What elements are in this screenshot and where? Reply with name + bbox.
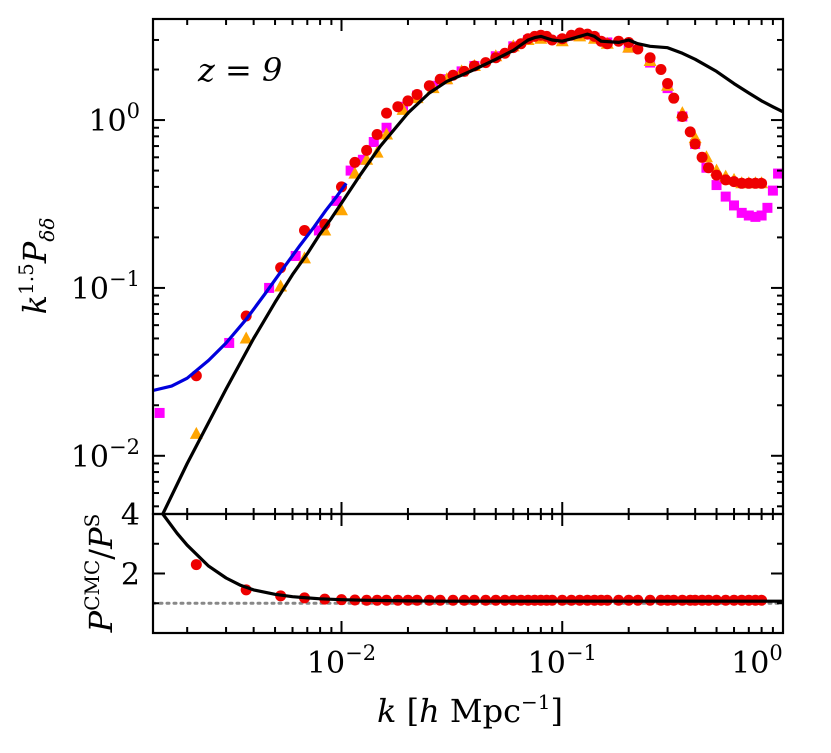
top-magenta-squares-point	[736, 207, 747, 218]
top-red-circles-point	[703, 162, 715, 174]
top-magenta-squares-point	[750, 211, 761, 222]
top-red-circles-point	[361, 144, 373, 156]
top-y-tick-label: 100	[88, 99, 140, 139]
bottom-series-layer	[153, 514, 783, 606]
x-tick-label: 10−1	[528, 641, 597, 681]
top-red-circles-point	[371, 129, 383, 141]
top-series-layer	[153, 27, 783, 514]
top-red-circles-point	[655, 64, 667, 76]
top-magenta-squares-point	[743, 210, 754, 221]
top-y-tick-label: 10−2	[71, 435, 140, 475]
bottom-red-circles-ratio-point	[190, 559, 202, 571]
top-red-circles-point	[668, 92, 680, 104]
top-magenta-squares-point	[711, 180, 722, 191]
top-orange-triangles-point	[189, 426, 203, 439]
bottom-y-tick-label: 4	[121, 498, 140, 533]
top-red-circles-point	[644, 52, 656, 64]
top-magenta-squares-point	[720, 191, 731, 202]
top-axes-frame	[151, 17, 785, 516]
top-magenta-squares-point	[767, 185, 778, 196]
top-y-tick-label: 10−1	[71, 267, 140, 307]
bottom-black-ratio-curve	[161, 514, 783, 603]
top-red-circles-point	[662, 78, 674, 90]
top-red-circles-point	[434, 73, 446, 85]
bottom-y-axis-label: PCMC/PS	[80, 514, 120, 634]
top-red-circles-point	[720, 174, 732, 186]
top-magenta-squares-point	[224, 337, 235, 348]
top-magenta-squares-point	[756, 210, 767, 221]
top-red-circles-point	[411, 88, 423, 100]
x-axis-label: k [h Mpc−1]	[377, 690, 563, 730]
top-magenta-squares-point	[290, 250, 301, 261]
top-red-circles-point	[756, 177, 768, 189]
top-red-circles-point	[299, 224, 311, 236]
top-red-circles-point	[676, 111, 688, 123]
top-blue-curve	[153, 182, 348, 393]
bottom-ticks: 2 4 10−2 10−1 100	[121, 498, 784, 681]
top-y-axis-label: k1.5Pδδ	[14, 218, 59, 315]
top-red-circles-point	[711, 169, 723, 181]
bottom-axes-frame	[151, 512, 785, 635]
top-red-circles-point	[696, 151, 708, 163]
top-orange-triangles-point	[334, 203, 348, 216]
top-magenta-squares-point	[154, 407, 165, 418]
top-magenta-squares-point	[345, 165, 356, 176]
top-magenta-squares-point	[762, 202, 773, 213]
top-orange-triangles-point	[239, 331, 253, 344]
top-red-circles-point	[684, 126, 696, 138]
top-red-circles-point	[632, 43, 644, 55]
top-magenta-squares-point	[313, 225, 324, 236]
top-magenta-squares-point	[773, 168, 783, 179]
top-black-curve	[161, 32, 783, 514]
top-magenta-squares-point	[729, 200, 740, 211]
x-tick-label: 10−2	[307, 641, 376, 681]
top-red-circles-point	[689, 138, 701, 150]
top-red-circles-point	[402, 95, 414, 107]
top-panel: 10−2 10−1 100 z = 9 k1.5Pδδ	[14, 17, 785, 516]
bottom-panel: 2 4 10−2 10−1 100 PCMC/PS k [h Mpc−1]	[80, 498, 785, 730]
top-red-circles-point	[381, 107, 393, 119]
x-tick-label: 100	[731, 641, 783, 681]
top-red-circles-point	[392, 101, 404, 113]
top-magenta-squares-point	[368, 137, 379, 148]
top-red-circles-point	[423, 80, 435, 92]
bottom-y-tick-label: 2	[121, 558, 140, 593]
redshift-annotation: z = 9	[197, 51, 282, 89]
top-red-circles-point	[349, 156, 361, 168]
top-magenta-squares-point	[331, 195, 342, 206]
